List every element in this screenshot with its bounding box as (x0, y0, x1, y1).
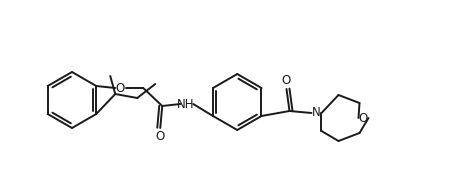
Text: N: N (312, 107, 321, 119)
Text: O: O (282, 74, 291, 88)
Text: NH: NH (176, 97, 194, 111)
Text: O: O (359, 111, 368, 125)
Text: O: O (116, 82, 125, 94)
Text: O: O (156, 130, 165, 142)
